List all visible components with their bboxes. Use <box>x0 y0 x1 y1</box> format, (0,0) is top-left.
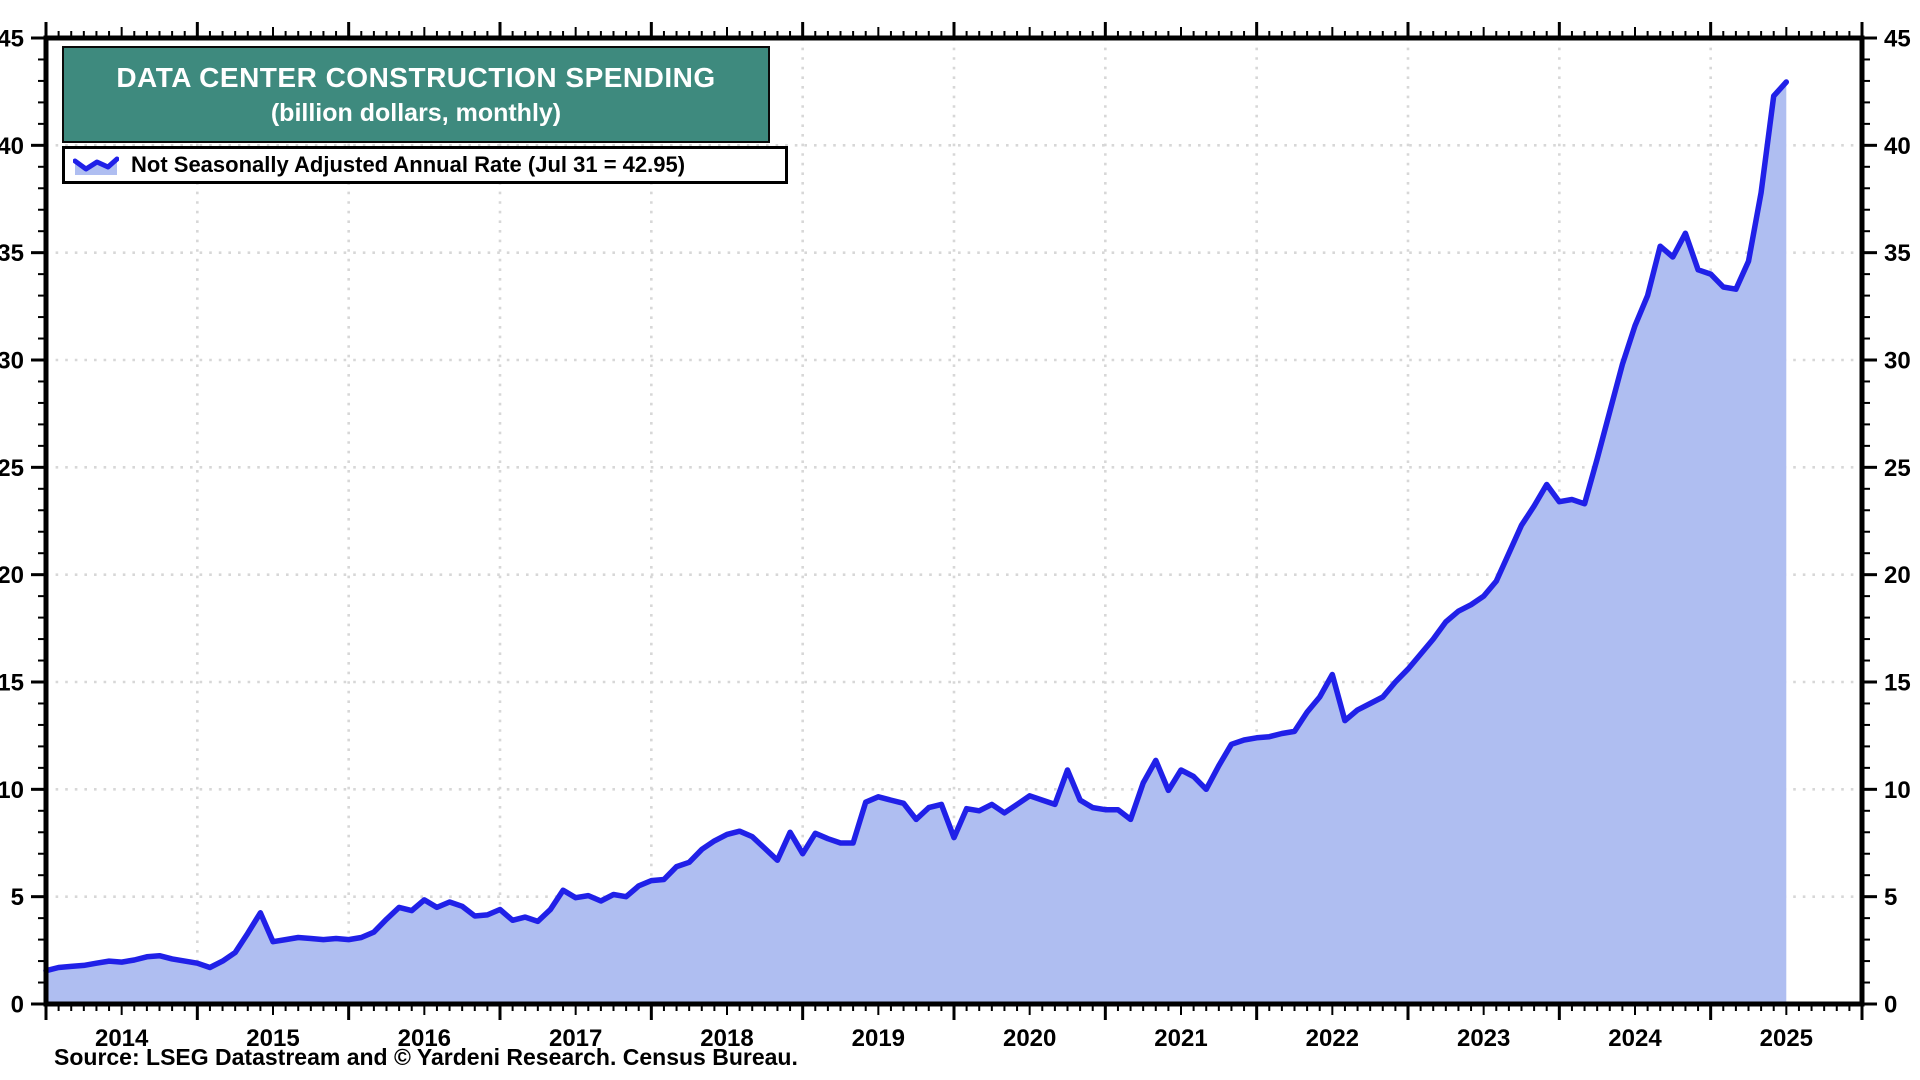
x-axis-year-label: 2025 <box>1760 1025 1813 1052</box>
x-axis-year-label: 2015 <box>246 1025 299 1052</box>
series-line <box>43 79 1790 974</box>
y-axis-label-left: 25 <box>0 455 24 482</box>
x-axis-year-label: 2021 <box>1154 1025 1207 1052</box>
y-axis-label-right: 5 <box>1884 884 1897 911</box>
axis-ticks <box>31 22 1877 1020</box>
x-axis-year-label: 2016 <box>398 1025 451 1052</box>
source-attribution: Source: LSEG Datastream and © Yardeni Re… <box>54 1044 798 1070</box>
series-area-fill <box>46 82 1787 1004</box>
chart-title: DATA CENTER CONSTRUCTION SPENDING <box>116 62 716 94</box>
y-axis-label-left: 35 <box>0 240 24 267</box>
y-axis-label-right: 0 <box>1884 992 1897 1019</box>
legend-label: Not Seasonally Adjusted Annual Rate (Jul… <box>131 152 686 177</box>
y-axis-label-left: 30 <box>0 348 24 375</box>
y-axis-label-right: 15 <box>1884 670 1911 697</box>
legend: Not Seasonally Adjusted Annual Rate (Jul… <box>62 146 788 184</box>
y-axis-label-right: 35 <box>1884 240 1911 267</box>
y-axis-label-right: 20 <box>1884 562 1911 589</box>
y-axis-label-left: 15 <box>0 670 24 697</box>
y-axis-label-right: 45 <box>1884 26 1911 53</box>
x-axis-year-label: 2022 <box>1306 1025 1359 1052</box>
area-line-swatch-icon <box>73 156 119 175</box>
chart-title-box: DATA CENTER CONSTRUCTION SPENDING (billi… <box>62 46 770 143</box>
y-axis-label-left: 45 <box>0 26 24 53</box>
y-axis-label-right: 40 <box>1884 133 1911 160</box>
x-axis-year-label: 2023 <box>1457 1025 1510 1052</box>
y-axis-label-right: 30 <box>1884 348 1911 375</box>
y-axis-label-left: 40 <box>0 133 24 160</box>
x-axis-year-label: 2018 <box>700 1025 753 1052</box>
y-axis-label-left: 5 <box>11 884 24 911</box>
y-axis-label-right: 25 <box>1884 455 1911 482</box>
chart-subtitle: (billion dollars, monthly) <box>270 99 562 128</box>
y-axis-label-left: 10 <box>0 777 24 804</box>
y-axis-label-left: 20 <box>0 562 24 589</box>
x-axis-year-label: 2014 <box>95 1025 149 1052</box>
x-axis-year-label: 2020 <box>1003 1025 1056 1052</box>
y-axis-label-left: 0 <box>11 992 24 1019</box>
x-axis-year-label: 2017 <box>549 1025 602 1052</box>
y-axis-label-right: 10 <box>1884 777 1911 804</box>
x-axis-year-label: 2024 <box>1608 1025 1662 1052</box>
plot-frame <box>43 35 1865 1007</box>
x-axis-year-label: 2019 <box>852 1025 905 1052</box>
